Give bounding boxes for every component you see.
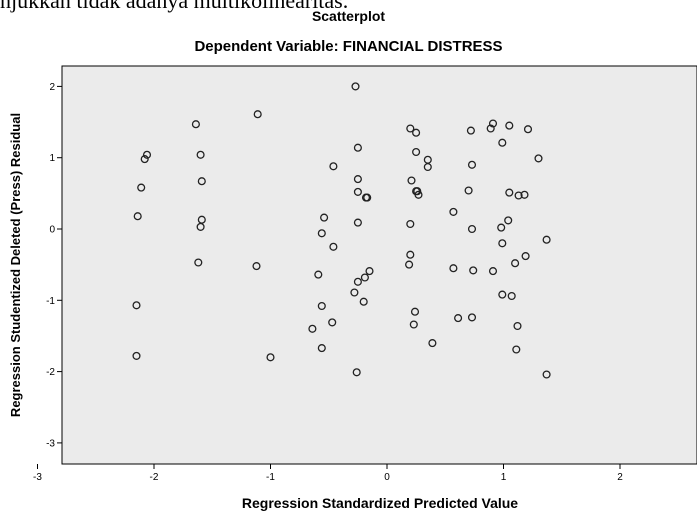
data-point bbox=[353, 175, 362, 184]
data-point bbox=[505, 188, 514, 197]
data-point bbox=[252, 262, 261, 271]
data-point bbox=[196, 150, 205, 159]
data-point bbox=[406, 250, 415, 259]
data-point bbox=[353, 218, 362, 227]
data-point bbox=[523, 125, 533, 134]
data-point bbox=[197, 177, 206, 186]
chart-title: Scatterplot bbox=[311, 8, 386, 24]
y-axis-label: Regression Studentized Deleted (Press) R… bbox=[8, 113, 23, 417]
data-point bbox=[498, 239, 507, 248]
data-point bbox=[467, 160, 477, 169]
data-point bbox=[142, 150, 152, 159]
x-axis-label: Regression Standardized Predicted Value bbox=[242, 495, 518, 511]
document-text-above: njukkan tidak adanya multikolinearitas. bbox=[0, 0, 349, 13]
data-point bbox=[466, 126, 475, 135]
data-point bbox=[353, 187, 362, 196]
data-point bbox=[353, 143, 362, 152]
y-tick-label: 0 bbox=[49, 225, 55, 236]
data-point bbox=[132, 301, 141, 310]
chart-subtitle: Dependent Variable: FINANCIAL DISTRESS bbox=[194, 38, 503, 55]
data-point bbox=[464, 186, 473, 195]
data-point bbox=[360, 273, 369, 282]
x-tick-label: -3 bbox=[33, 472, 42, 483]
data-point bbox=[412, 128, 421, 137]
data-point bbox=[414, 190, 423, 199]
data-point bbox=[133, 212, 142, 221]
data-point bbox=[488, 267, 498, 276]
data-point bbox=[353, 277, 362, 286]
data-point bbox=[329, 242, 338, 251]
data-point bbox=[351, 82, 360, 91]
data-point bbox=[409, 320, 418, 329]
data-point bbox=[196, 222, 205, 231]
data-point bbox=[132, 351, 141, 360]
data-point bbox=[363, 193, 372, 202]
data-point bbox=[406, 219, 415, 229]
data-point bbox=[497, 223, 506, 232]
data-point bbox=[423, 162, 432, 172]
data-point bbox=[428, 339, 437, 348]
data-point bbox=[488, 119, 498, 128]
data-point bbox=[314, 270, 323, 279]
data-point bbox=[407, 176, 416, 185]
data-point bbox=[542, 370, 551, 379]
data-point bbox=[512, 345, 521, 354]
data-point bbox=[486, 124, 495, 133]
data-point bbox=[329, 162, 338, 171]
data-point bbox=[137, 183, 146, 192]
plot-area bbox=[61, 65, 697, 465]
y-tick-label: -1 bbox=[46, 296, 55, 307]
data-point bbox=[469, 266, 478, 275]
data-point bbox=[467, 224, 477, 234]
data-point bbox=[542, 235, 551, 244]
y-tick-label: 1 bbox=[49, 153, 55, 164]
data-point bbox=[191, 120, 200, 129]
y-tick-label: -2 bbox=[46, 367, 55, 378]
data-point bbox=[511, 259, 520, 268]
data-point bbox=[454, 314, 463, 323]
x-tick-label: 1 bbox=[501, 472, 507, 483]
data-point bbox=[328, 318, 337, 327]
data-point bbox=[505, 121, 514, 130]
data-point bbox=[320, 213, 329, 222]
data-point bbox=[405, 260, 414, 269]
data-point bbox=[365, 267, 374, 276]
y-tick-label: 2 bbox=[49, 82, 55, 93]
data-points bbox=[132, 82, 551, 379]
data-point bbox=[498, 290, 507, 299]
data-point bbox=[467, 313, 477, 322]
data-point bbox=[410, 307, 420, 316]
data-point bbox=[507, 291, 516, 301]
data-point bbox=[352, 368, 361, 377]
data-point bbox=[521, 252, 530, 261]
x-tick-label: 0 bbox=[384, 472, 390, 483]
data-point bbox=[534, 154, 543, 163]
data-point bbox=[266, 353, 275, 362]
data-point bbox=[350, 288, 359, 297]
data-point bbox=[498, 138, 507, 147]
data-point bbox=[449, 264, 458, 273]
data-point bbox=[412, 147, 421, 157]
x-tick-label: -1 bbox=[266, 472, 275, 483]
data-point bbox=[504, 216, 513, 225]
data-point bbox=[359, 297, 368, 306]
data-point bbox=[317, 344, 326, 353]
data-point bbox=[194, 258, 203, 267]
data-point bbox=[317, 301, 326, 311]
y-tick-label: -3 bbox=[46, 438, 55, 449]
data-point bbox=[140, 155, 149, 164]
data-point bbox=[520, 190, 529, 199]
axes: -3 -2 -1 0 1 2 -3 -2 -1 0 1 2 bbox=[33, 82, 623, 483]
data-point bbox=[513, 321, 522, 331]
data-point bbox=[406, 124, 415, 133]
data-point bbox=[514, 191, 523, 200]
data-point bbox=[253, 110, 262, 119]
x-tick-label: -2 bbox=[150, 472, 159, 483]
data-point bbox=[449, 207, 458, 216]
data-point bbox=[413, 187, 422, 196]
data-point bbox=[317, 229, 326, 238]
data-point bbox=[308, 324, 317, 333]
x-tick-label: 2 bbox=[617, 472, 623, 483]
